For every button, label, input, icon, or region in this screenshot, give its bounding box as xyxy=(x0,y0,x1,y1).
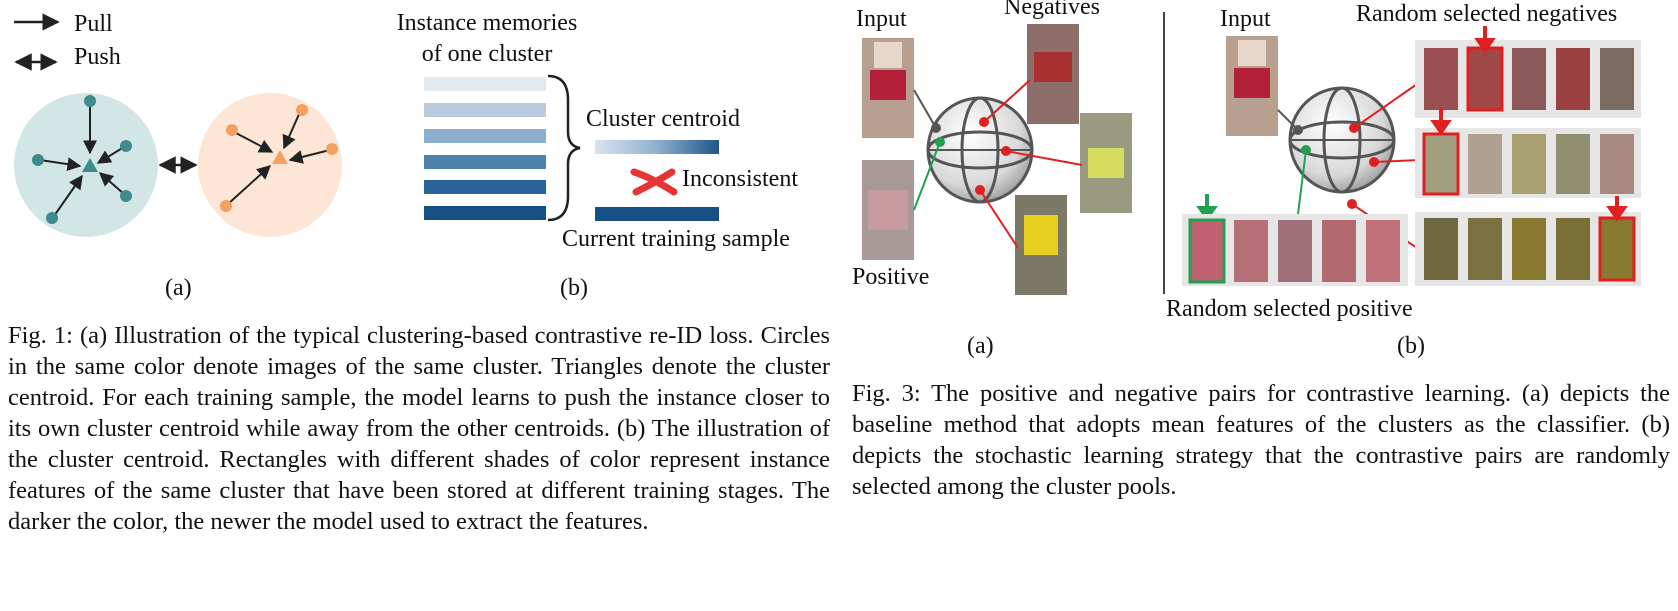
teal-centroid-triangle xyxy=(82,158,98,172)
orange-cluster xyxy=(198,93,342,237)
negative-pool-row-3 xyxy=(1415,212,1641,286)
memories-title-line2: of one cluster xyxy=(421,41,553,67)
negative-pool-row-1 xyxy=(1415,40,1641,118)
current-sample-label: Current training sample xyxy=(562,226,790,252)
person-crop xyxy=(1226,36,1278,136)
person-crop xyxy=(862,160,914,260)
memory-brace xyxy=(547,74,581,222)
negative-link xyxy=(983,79,1031,123)
fig1-caption: Fig. 1: (a) Illustration of the typical … xyxy=(8,322,830,535)
fig3a-negatives-label: Negatives xyxy=(1004,0,1100,20)
negative-link xyxy=(979,189,1019,249)
fig3b-input-label: Input xyxy=(1220,6,1271,32)
memories-title-line1: Instance memories xyxy=(396,10,578,36)
positive-link xyxy=(913,141,941,211)
negative-link xyxy=(1353,81,1421,129)
person-crop xyxy=(1015,195,1067,295)
feature-sphere xyxy=(1288,86,1396,194)
orange-centroid-triangle xyxy=(272,150,288,164)
fig1-subcaption-b: (b) xyxy=(560,275,588,301)
inconsistent-cross-icon xyxy=(630,168,678,196)
fig3b-negatives-label: Random selected negatives xyxy=(1356,1,1618,27)
negative-link xyxy=(1373,159,1421,163)
negative-pool-row-2 xyxy=(1415,128,1641,198)
fig3b-positive-label: Random selected positive xyxy=(1166,296,1413,322)
panel-divider xyxy=(1163,12,1165,294)
cluster-centroid-bar xyxy=(595,140,719,154)
person-crop xyxy=(862,38,914,138)
instance-memory-bars xyxy=(424,77,546,220)
current-sample-bar xyxy=(595,207,719,221)
fig3-caption: Fig. 3: The positive and negative pairs … xyxy=(852,380,1670,500)
fig3-subcaption-b: (b) xyxy=(1397,333,1425,359)
feature-sphere xyxy=(926,96,1034,204)
cluster-centroid-label: Cluster centroid xyxy=(586,106,740,132)
fig1-subcaption-a: (a) xyxy=(165,275,192,301)
negative-link xyxy=(1005,150,1083,166)
push-legend-label: Push xyxy=(74,44,121,70)
person-crop xyxy=(1080,113,1132,213)
positive-link xyxy=(1297,149,1307,215)
fig3a-input-label: Input xyxy=(856,6,907,32)
teal-cluster xyxy=(14,93,158,237)
fig3-subcaption-a: (a) xyxy=(967,333,994,359)
positive-pool xyxy=(1182,214,1408,286)
inconsistent-label: Inconsistent xyxy=(682,166,798,192)
fig3a-positive-label: Positive xyxy=(852,264,930,290)
pull-legend-label: Pull xyxy=(74,11,113,37)
person-crop xyxy=(1027,24,1079,124)
highlight-arrows xyxy=(1196,26,1628,222)
